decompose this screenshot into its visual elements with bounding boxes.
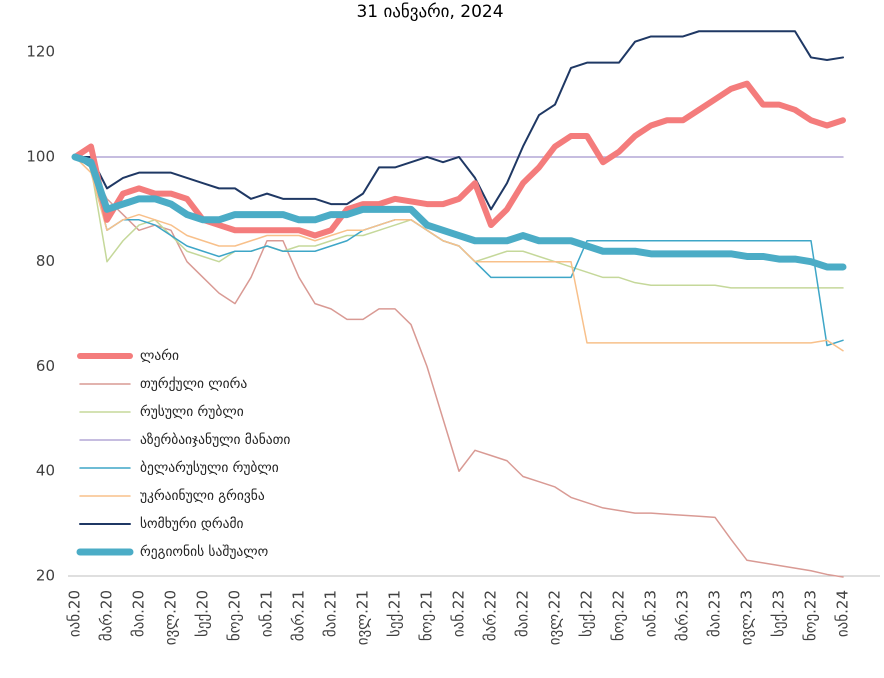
x-tick-label: მარ.21	[290, 590, 308, 641]
x-tick-label: სექ.23	[770, 590, 788, 637]
legend-label: უკრაინული გრივნა	[140, 487, 265, 504]
legend-label: აზერბაიჯანული მანათი	[140, 431, 290, 448]
x-tick-label: სექ.22	[578, 590, 596, 637]
series-line	[74, 156, 844, 352]
y-tick-label: 20	[36, 567, 55, 585]
x-tick-label: იან.23	[642, 590, 660, 637]
legend-label: რუსული რუბლი	[140, 403, 244, 420]
legend-label: ბელარუსული რუბლი	[140, 459, 279, 476]
series-line	[74, 156, 844, 289]
x-tick-label: მაი.20	[130, 590, 148, 637]
x-tick-label: მარ.22	[482, 590, 500, 641]
series-line	[74, 156, 844, 578]
x-tick-label: იან.24	[834, 590, 852, 637]
series-line	[71, 153, 847, 271]
x-tick-label: ივლ.23	[738, 590, 756, 645]
x-tick-label: მაი.23	[706, 590, 724, 637]
x-tick-label: ნოე.22	[610, 590, 628, 641]
legend-label: რეგიონის საშუალო	[140, 543, 268, 560]
x-tick-label: იან.21	[258, 590, 276, 637]
x-tick-label: ივლ.22	[546, 590, 564, 645]
series-line	[74, 30, 844, 211]
x-tick-label: მაი.21	[322, 590, 340, 637]
y-tick-label: 80	[36, 252, 55, 270]
y-tick-label: 60	[36, 357, 55, 375]
y-tick-label: 40	[36, 462, 55, 480]
x-tick-label: ნოე.20	[226, 590, 244, 641]
y-tick-label: 120	[26, 43, 55, 61]
legend-label: ლარი	[140, 347, 179, 364]
x-tick-label: სექ.20	[194, 590, 212, 637]
x-tick-label: ივლ.20	[162, 590, 180, 645]
x-tick-label: ნოე.21	[418, 590, 436, 641]
x-tick-label: სექ.21	[386, 590, 404, 637]
x-tick-label: მარ.20	[98, 590, 116, 641]
x-tick-label: ივლ.21	[354, 590, 372, 645]
legend-label: სომხური დრამი	[140, 515, 244, 532]
legend-label: თურქული ლირა	[140, 375, 247, 392]
x-tick-label: იან.22	[450, 590, 468, 637]
x-tick-label: იან.20	[66, 590, 84, 637]
x-tick-label: ნოე.23	[802, 590, 820, 641]
x-tick-label: მარ.23	[674, 590, 692, 641]
chart-title: 31 იანვარი, 2024	[356, 2, 503, 22]
y-tick-label: 100	[26, 147, 55, 165]
x-tick-label: მაი.22	[514, 590, 532, 637]
